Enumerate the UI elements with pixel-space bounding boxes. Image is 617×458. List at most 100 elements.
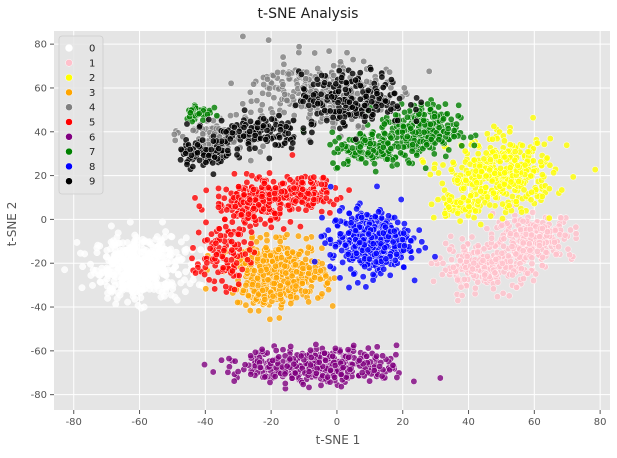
point-1 xyxy=(529,208,537,216)
legend-label-7: 7 xyxy=(89,147,95,158)
point-9 xyxy=(356,69,364,77)
point-0 xyxy=(107,222,115,230)
point-7 xyxy=(458,142,466,150)
point-5 xyxy=(228,246,236,254)
y-tick-label: -20 xyxy=(31,259,47,270)
point-8 xyxy=(345,284,353,291)
point-4 xyxy=(247,157,255,165)
point-4 xyxy=(170,130,178,138)
point-2 xyxy=(453,176,461,184)
point-1 xyxy=(513,283,520,291)
point-4 xyxy=(260,81,268,88)
point-3 xyxy=(272,233,280,241)
point-2 xyxy=(538,171,546,179)
point-6 xyxy=(286,355,294,363)
point-3 xyxy=(275,314,283,322)
point-2 xyxy=(533,139,541,147)
point-4 xyxy=(279,53,287,61)
point-6 xyxy=(307,346,314,354)
point-1 xyxy=(456,257,464,265)
point-9 xyxy=(356,95,364,103)
point-7 xyxy=(453,120,460,128)
point-2 xyxy=(563,141,571,149)
point-0 xyxy=(116,249,124,257)
point-1 xyxy=(509,271,516,279)
point-3 xyxy=(246,307,254,315)
point-1 xyxy=(561,231,569,239)
point-6 xyxy=(258,345,266,353)
point-2 xyxy=(474,150,482,158)
point-3 xyxy=(304,249,311,257)
point-2 xyxy=(529,157,537,165)
point-4 xyxy=(400,84,408,92)
point-8 xyxy=(336,207,344,215)
point-3 xyxy=(291,261,299,269)
point-5 xyxy=(202,218,210,226)
point-1 xyxy=(517,265,525,273)
point-8 xyxy=(385,212,392,220)
point-2 xyxy=(487,212,495,220)
point-0 xyxy=(104,294,112,302)
point-5 xyxy=(247,240,255,248)
point-0 xyxy=(159,218,166,226)
point-7 xyxy=(338,141,346,149)
point-0 xyxy=(140,258,148,266)
point-7 xyxy=(403,133,411,141)
point-0 xyxy=(167,281,175,288)
point-6 xyxy=(269,357,277,364)
point-4 xyxy=(363,78,371,85)
point-7 xyxy=(445,146,453,154)
point-3 xyxy=(287,293,295,301)
point-1 xyxy=(480,245,488,253)
point-6 xyxy=(209,368,217,376)
point-3 xyxy=(292,282,300,290)
point-8 xyxy=(381,223,389,231)
point-9 xyxy=(382,97,390,105)
point-9 xyxy=(367,65,375,73)
point-9 xyxy=(226,135,234,143)
point-2 xyxy=(482,172,490,180)
point-7 xyxy=(441,100,449,108)
point-8 xyxy=(431,253,439,261)
point-2 xyxy=(506,141,514,149)
point-8 xyxy=(318,214,326,222)
point-0 xyxy=(79,263,87,271)
point-2 xyxy=(426,171,434,178)
point-5 xyxy=(243,178,251,186)
point-4 xyxy=(354,122,362,130)
point-2 xyxy=(428,200,436,208)
point-9 xyxy=(321,79,329,87)
point-2 xyxy=(445,196,453,204)
point-3 xyxy=(318,290,326,298)
point-8 xyxy=(407,237,415,245)
point-2 xyxy=(441,186,449,194)
x-tick-label: 40 xyxy=(462,417,475,428)
point-1 xyxy=(551,238,559,246)
point-6 xyxy=(279,346,287,354)
point-4 xyxy=(266,84,273,92)
point-4 xyxy=(325,47,333,55)
point-3 xyxy=(263,231,271,239)
point-1 xyxy=(491,269,499,277)
point-5 xyxy=(231,203,239,211)
point-2 xyxy=(467,192,475,200)
point-8 xyxy=(358,213,366,221)
point-5 xyxy=(215,203,222,211)
point-6 xyxy=(315,358,323,366)
point-7 xyxy=(394,143,402,151)
point-0 xyxy=(103,282,111,290)
point-7 xyxy=(366,140,374,148)
point-9 xyxy=(281,139,289,147)
point-5 xyxy=(222,223,230,231)
point-2 xyxy=(445,203,453,211)
point-6 xyxy=(312,341,320,348)
point-7 xyxy=(405,159,413,167)
point-2 xyxy=(470,214,478,222)
point-9 xyxy=(241,106,249,114)
point-3 xyxy=(263,237,271,245)
point-9 xyxy=(307,120,315,128)
point-6 xyxy=(291,369,299,377)
point-5 xyxy=(228,238,236,246)
point-1 xyxy=(470,259,478,267)
point-7 xyxy=(408,147,416,155)
